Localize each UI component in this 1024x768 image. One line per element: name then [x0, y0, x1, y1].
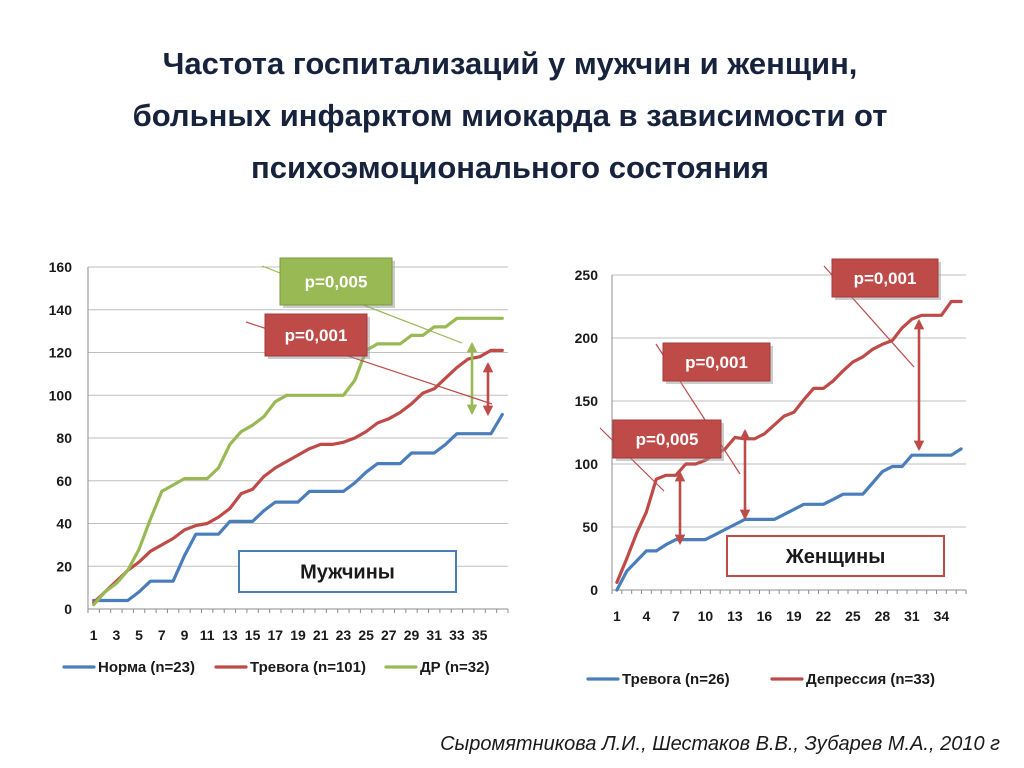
series-line — [615, 299, 963, 585]
slide-title: Частота госпитализаций у мужчин и женщин… — [60, 38, 960, 194]
annotation-box — [279, 257, 393, 306]
x-tick-label: 23 — [336, 627, 352, 643]
chart-label: Мужчины — [300, 562, 395, 584]
legend-label: Тревога (n=101) — [250, 659, 366, 676]
y-tick-label: 100 — [49, 387, 73, 403]
title-line: психоэмоционального состояния — [251, 150, 769, 185]
x-tick-label: 19 — [290, 627, 306, 643]
title-line: больных инфарктом миокарда в зависимости… — [132, 98, 888, 133]
annotation-box — [612, 419, 722, 459]
y-tick-label: 0 — [590, 582, 598, 598]
x-tick-label: 29 — [404, 627, 420, 643]
x-tick-label: 28 — [875, 608, 891, 624]
x-tick-label: 5 — [135, 627, 143, 643]
x-tick-label: 33 — [449, 627, 465, 643]
y-tick-label: 160 — [49, 259, 73, 275]
x-tick-label: 1 — [613, 608, 621, 624]
x-tick-label: 25 — [358, 627, 374, 643]
x-tick-label: 4 — [643, 608, 651, 624]
y-tick-label: 250 — [575, 267, 599, 283]
y-tick-label: 50 — [582, 519, 598, 535]
title-line: Частота госпитализаций у мужчин и женщин… — [162, 46, 858, 81]
annotation-label: р=0,001 — [685, 353, 748, 372]
x-tick-label: 22 — [816, 608, 832, 624]
x-tick-label: 34 — [934, 608, 950, 624]
x-tick-label: 31 — [426, 627, 442, 643]
y-tick-label: 40 — [56, 516, 72, 532]
x-tick-label: 31 — [904, 608, 920, 624]
x-tick-label: 7 — [158, 627, 166, 643]
annotation-box — [662, 342, 771, 382]
x-tick-label: 16 — [757, 608, 773, 624]
x-tick-label: 21 — [313, 627, 329, 643]
x-tick-label: 13 — [727, 608, 743, 624]
legend-label: Норма (n=23) — [98, 659, 195, 676]
annotation-label: р=0,005 — [636, 430, 699, 449]
chart-label-box — [726, 535, 945, 577]
y-tick-label: 60 — [56, 473, 72, 489]
annotation-box — [264, 313, 368, 357]
x-tick-label: 10 — [698, 608, 714, 624]
series-line — [92, 348, 504, 605]
legend-label: ДР (n=32) — [420, 659, 489, 676]
x-tick-label: 17 — [268, 627, 284, 643]
legend-label: Тревога (n=26) — [622, 671, 730, 688]
series-line — [92, 316, 504, 607]
x-tick-label: 19 — [786, 608, 802, 624]
y-tick-label: 0 — [64, 601, 72, 617]
citation: Сыромятникова Л.И., Шестаков В.В., Зубар… — [440, 733, 1000, 755]
chart-label-box — [238, 550, 457, 593]
legend-label: Депрессия (n=33) — [806, 671, 935, 688]
annotation-box — [831, 258, 939, 298]
y-tick-label: 100 — [575, 456, 599, 472]
y-tick-label: 200 — [575, 330, 599, 346]
x-tick-label: 9 — [181, 627, 189, 643]
series-line — [92, 412, 504, 603]
y-tick-label: 140 — [49, 302, 73, 318]
x-tick-label: 7 — [672, 608, 680, 624]
x-tick-label: 27 — [381, 627, 397, 643]
x-tick-label: 15 — [245, 627, 261, 643]
annotation-label: р=0,001 — [854, 269, 917, 288]
y-tick-label: 20 — [56, 558, 72, 574]
y-tick-label: 80 — [56, 430, 72, 446]
x-tick-label: 3 — [112, 627, 120, 643]
x-tick-label: 13 — [222, 627, 238, 643]
y-tick-label: 150 — [575, 393, 599, 409]
x-tick-label: 25 — [845, 608, 861, 624]
x-tick-label: 11 — [200, 627, 215, 643]
annotation-label: р=0,001 — [285, 326, 348, 345]
x-tick-label: 35 — [472, 627, 488, 643]
annotation-label: р=0,005 — [305, 273, 368, 292]
y-tick-label: 120 — [49, 345, 73, 361]
x-tick-label: 1 — [90, 627, 98, 643]
series-line — [615, 447, 963, 592]
chart-label: Женщины — [785, 546, 886, 568]
